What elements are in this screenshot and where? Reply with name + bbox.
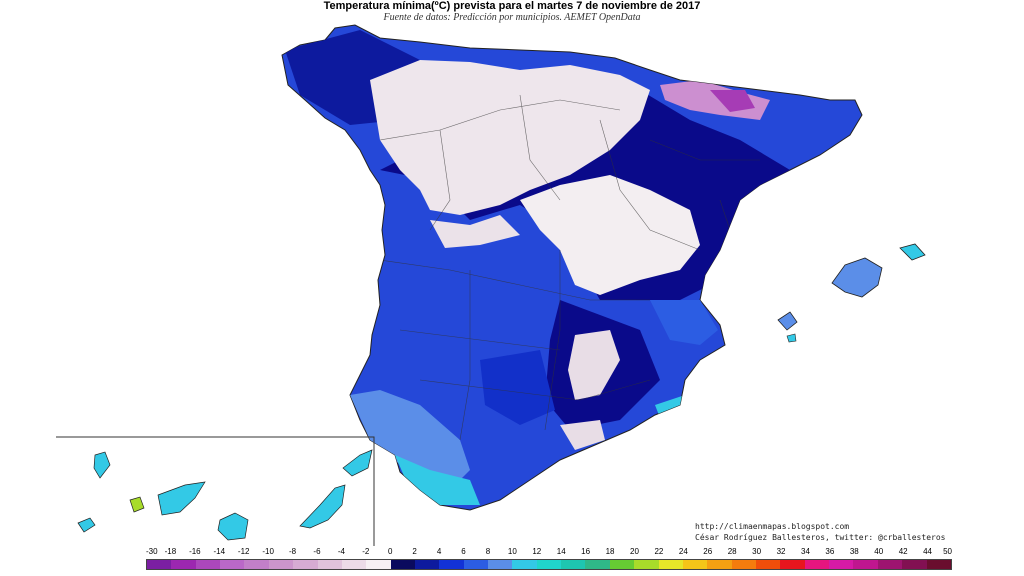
- legend-tick-label: 24: [678, 547, 688, 556]
- legend-tick-label: 36: [825, 547, 835, 556]
- legend-tick-label: 34: [801, 547, 810, 556]
- canary-islands-inset: [56, 436, 375, 546]
- legend-swatch: [195, 560, 221, 569]
- legend-swatch: [682, 560, 708, 569]
- legend-swatch: [561, 560, 586, 569]
- legend-tick-label: 38: [849, 547, 859, 556]
- legend-tick-label: 16: [581, 547, 591, 556]
- legend-swatch: [171, 560, 196, 569]
- legend-tick-label: 50: [943, 547, 952, 556]
- legend-swatch: [707, 560, 732, 569]
- balearic-islands: [777, 243, 926, 343]
- legend-tick-label: 8: [485, 547, 491, 556]
- legend-swatch: [317, 560, 342, 569]
- legend-tick-label: -2: [362, 547, 370, 556]
- legend-swatch: [341, 560, 367, 569]
- legend-tick-label: 30: [752, 547, 762, 556]
- map-title: Temperatura mínima(ºC) prevista para el …: [323, 0, 701, 12]
- legend-tick-label: 28: [727, 547, 737, 556]
- legend-tick-label: 40: [874, 547, 884, 556]
- legend-swatch: [755, 560, 781, 569]
- legend-tick-label: -18: [164, 547, 177, 556]
- legend-tick-label: 26: [703, 547, 713, 556]
- legend-swatch: [829, 560, 854, 569]
- legend-tick-label: 2: [412, 547, 417, 556]
- legend-swatch: [536, 560, 562, 569]
- legend-swatch: [268, 560, 294, 569]
- legend-swatch: [609, 560, 635, 569]
- legend-swatch: [634, 560, 659, 569]
- mainland-spain: [281, 24, 863, 511]
- legend-swatch: [293, 560, 318, 569]
- credit-author: César Rodríguez Ballesteros, twitter: @c…: [695, 533, 946, 542]
- legend-swatch: [731, 560, 756, 569]
- legend-tick-label: 18: [605, 547, 615, 556]
- legend-tick-label: 32: [776, 547, 786, 556]
- legend-swatch: [780, 560, 805, 569]
- legend-tick-label: 42: [898, 547, 908, 556]
- legend-swatch: [804, 560, 830, 569]
- legend-swatch: [877, 560, 903, 569]
- legend-swatch: [414, 560, 440, 569]
- legend-swatches: [146, 559, 952, 570]
- legend-swatch: [147, 560, 172, 569]
- color-legend: -30 -18 -16 -14 -12 -10 -8 -6 -4 -2 0 2 4 6 8 10 12 14 16 1…: [146, 547, 952, 573]
- legend-swatch: [853, 560, 878, 569]
- legend-tick-labels: -30 -18 -16 -14 -12 -10 -8 -6 -4 -2 0 2 4 6 8 10 12 14 16 1…: [146, 547, 952, 559]
- legend-tick-label: -12: [237, 547, 250, 556]
- legend-tick-label: 20: [630, 547, 639, 556]
- legend-swatch: [366, 560, 391, 569]
- legend-swatch: [439, 560, 464, 569]
- credit-url: http://climaenmapas.blogspot.com: [695, 522, 850, 531]
- legend-swatch: [244, 560, 269, 569]
- legend-tick-label: -10: [262, 547, 274, 556]
- legend-swatch: [926, 560, 951, 569]
- legend-tick-label: 14: [556, 547, 566, 556]
- map-subtitle: Fuente de datos: Predicción por municipi…: [383, 12, 641, 23]
- legend-tick-label: -4: [337, 547, 345, 556]
- legend-tick-label: 22: [654, 547, 664, 556]
- legend-tick-label: -30: [146, 547, 158, 556]
- legend-tick-label: 12: [532, 547, 542, 556]
- legend-swatch: [463, 560, 489, 569]
- legend-swatch: [902, 560, 927, 569]
- legend-tick-label: -6: [313, 547, 321, 556]
- legend-swatch: [390, 560, 415, 569]
- legend-tick-label: 6: [461, 547, 466, 556]
- legend-tick-label: 44: [923, 547, 933, 556]
- legend-swatch: [220, 560, 245, 569]
- legend-tick-label: 4: [436, 547, 442, 556]
- legend-swatch: [512, 560, 537, 569]
- legend-tick-label: 10: [507, 547, 517, 556]
- legend-tick-label: -14: [213, 547, 226, 556]
- legend-swatch: [585, 560, 610, 569]
- legend-tick-label: 0: [388, 547, 393, 556]
- legend-tick-label: -16: [189, 547, 201, 556]
- legend-swatch: [488, 560, 513, 569]
- legend-swatch: [658, 560, 683, 569]
- legend-tick-label: -8: [288, 547, 297, 556]
